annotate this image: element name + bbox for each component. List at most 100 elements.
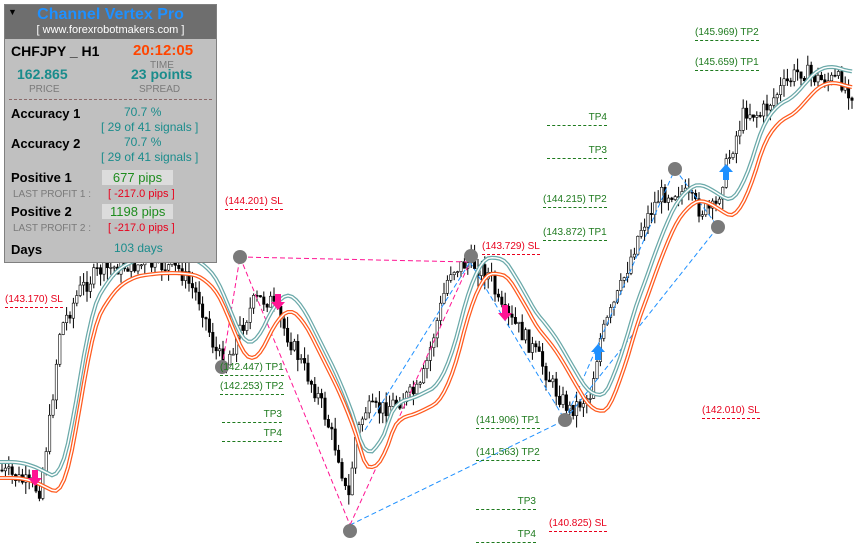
buy-arrow-icon	[719, 164, 733, 180]
candle	[666, 197, 670, 203]
candle	[207, 318, 211, 333]
candle	[214, 346, 218, 352]
candle	[513, 317, 517, 324]
candle	[248, 307, 252, 323]
last-profit2-label: LAST PROFIT 2 :	[13, 223, 91, 234]
signal-line	[349, 261, 471, 526]
candle	[721, 187, 725, 200]
collapse-icon[interactable]: ▼	[8, 7, 17, 17]
panel-header: ▼ Channel Vertex Pro [ www.forexrobotmak…	[5, 5, 216, 39]
candle	[690, 191, 694, 194]
level-label-tp: (145.659) TP1	[695, 57, 759, 71]
candle	[439, 302, 443, 321]
candle	[561, 394, 565, 405]
symbol: CHFJPY _ H1	[11, 43, 100, 59]
candle	[10, 466, 14, 475]
candle	[286, 327, 290, 343]
candle	[670, 197, 674, 200]
candle	[789, 80, 793, 83]
level-label-tp: (143.872) TP1	[543, 227, 607, 241]
level-label-tp: (145.969) TP2	[695, 27, 759, 41]
candle	[320, 393, 324, 399]
last-profit2-value: [ -217.0 pips ]	[108, 222, 175, 234]
candle	[411, 386, 415, 395]
candle	[462, 261, 466, 269]
candle	[500, 296, 504, 305]
candle	[456, 271, 460, 273]
candle	[510, 313, 514, 318]
level-label-tp: TP3	[222, 409, 282, 423]
signal-lines	[221, 168, 719, 526]
candle	[65, 314, 69, 324]
candle	[44, 451, 48, 472]
days-value: 103 days	[114, 241, 163, 255]
candle	[768, 105, 772, 111]
candle	[629, 256, 633, 274]
candle	[313, 384, 317, 399]
candle	[537, 346, 541, 352]
candle	[269, 295, 273, 308]
signal-line	[564, 226, 719, 421]
candle	[544, 366, 548, 381]
candle	[37, 490, 41, 499]
level-label-tp: (144.215) TP2	[543, 194, 607, 208]
candle	[643, 226, 647, 231]
candle	[697, 198, 701, 217]
candle	[7, 466, 11, 469]
candle	[673, 196, 677, 200]
candle	[830, 74, 834, 82]
panel-url[interactable]: [ www.forexrobotmakers.com ]	[36, 24, 185, 36]
candle	[337, 449, 341, 463]
panel-title: Channel Vertex Pro	[37, 6, 184, 23]
candle	[459, 261, 463, 272]
candle	[343, 477, 347, 487]
candle	[418, 382, 422, 385]
positive1-value: 677 pips	[102, 170, 173, 185]
candle	[609, 307, 613, 318]
candle	[333, 428, 337, 451]
candle	[588, 398, 592, 400]
candle	[496, 293, 500, 298]
candle	[371, 400, 375, 403]
candle	[211, 332, 215, 348]
last-profit1-value: [ -217.0 pips ]	[108, 188, 175, 200]
positive1-label: Positive 1	[11, 170, 72, 185]
candle	[289, 341, 293, 351]
time-value: 20:12:05	[133, 42, 194, 59]
candle	[184, 271, 188, 281]
candle	[27, 474, 31, 479]
signal-line	[364, 261, 471, 431]
candle	[190, 283, 194, 289]
candle	[252, 295, 256, 309]
accuracy2-signals: [ 29 of 41 signals ]	[101, 150, 199, 164]
candle	[54, 363, 58, 401]
candle	[575, 401, 579, 416]
candle	[520, 321, 524, 341]
candle	[61, 322, 65, 335]
candle	[82, 281, 86, 286]
candle	[748, 114, 752, 119]
candle	[292, 341, 296, 351]
candle	[139, 264, 143, 267]
candle	[367, 400, 371, 414]
signal-marker-icon	[464, 249, 478, 263]
candle	[632, 253, 636, 258]
level-label-tp: (141.906) TP1	[476, 415, 540, 429]
candle	[445, 280, 449, 294]
candle	[530, 343, 534, 353]
level-label-tp: (141.563) TP2	[476, 447, 540, 461]
candle	[622, 277, 626, 281]
candle	[833, 74, 837, 77]
candle	[517, 321, 521, 324]
candle	[564, 394, 568, 411]
positive2-label: Positive 2	[11, 204, 72, 219]
signal-line	[564, 168, 676, 421]
candle	[75, 295, 79, 304]
candle	[449, 274, 453, 281]
sell-arrow-icon	[271, 294, 285, 310]
candle	[71, 302, 75, 319]
candle	[374, 400, 378, 403]
candle	[442, 292, 446, 304]
candle	[799, 71, 803, 79]
signal-line	[674, 168, 719, 228]
